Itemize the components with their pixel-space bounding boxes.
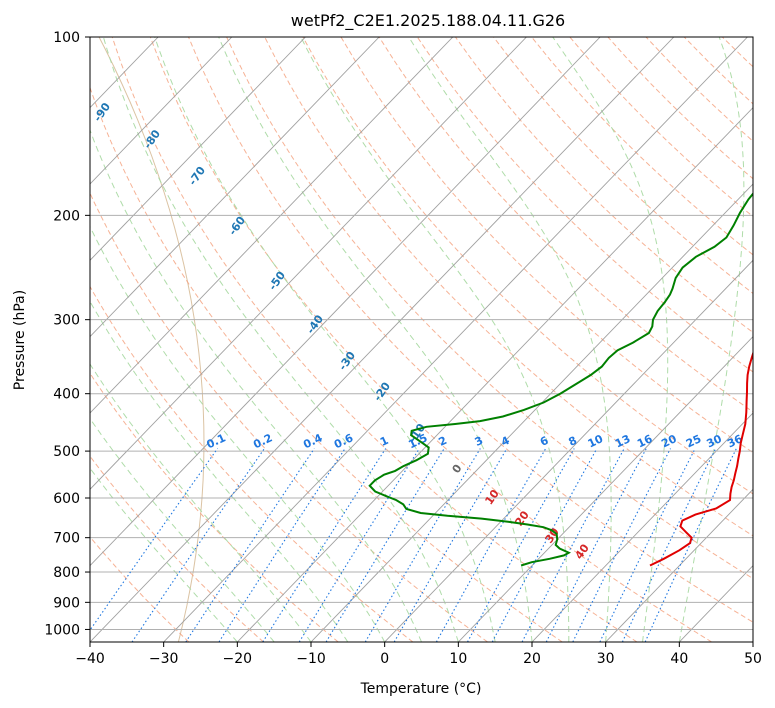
x-tick-label: 10 xyxy=(449,651,467,667)
dry-adiabat xyxy=(90,372,339,642)
isotherm xyxy=(605,488,753,642)
y-tick-label: 1000 xyxy=(44,622,80,638)
plot-frame xyxy=(89,36,754,643)
isotherm xyxy=(384,259,753,642)
dry-adiabat xyxy=(111,37,638,642)
mixing-ratio-line xyxy=(185,448,315,642)
moist-adiabat xyxy=(678,37,745,642)
moist-adiabat xyxy=(90,300,349,642)
y-tick-label: 700 xyxy=(53,531,80,547)
moist-adiabat xyxy=(300,37,570,642)
isotherm xyxy=(90,37,675,642)
x-tick-label: 40 xyxy=(670,651,688,667)
dry-adiabat xyxy=(340,37,753,454)
moist-adiabat xyxy=(90,128,422,642)
x-tick-label: 30 xyxy=(597,651,615,667)
moist-adiabat xyxy=(552,37,669,642)
y-tick-label: 900 xyxy=(53,595,80,611)
x-axis-ticks: −40 −30 −20 −10 0 10 20 30 40 50 xyxy=(75,642,762,667)
dry-adiabat xyxy=(454,37,753,334)
x-tick-label: −20 xyxy=(223,651,253,667)
moist-adiabat xyxy=(154,37,496,642)
mixing-ratio-label: 16 xyxy=(635,432,655,450)
x-tick-label: −40 xyxy=(75,651,105,667)
mixing-ratio-label: 13 xyxy=(613,432,632,450)
chart-title: wetPf2_C2E1.2025.188.04.11.G26 xyxy=(291,11,565,31)
moist-adiabat xyxy=(408,37,612,642)
mixing-ratio-label: 25 xyxy=(684,432,703,450)
mixing-ratio-line xyxy=(131,448,265,642)
dry-adiabat xyxy=(264,37,753,537)
isotherm xyxy=(90,37,233,185)
isotherm xyxy=(90,37,306,261)
isotherm xyxy=(163,37,748,642)
dry-adiabat xyxy=(90,191,488,642)
mixing-ratio-line xyxy=(545,448,647,642)
isotherm xyxy=(310,183,753,642)
moist-adiabat xyxy=(102,37,459,642)
dry-adiabat xyxy=(90,86,563,642)
mixing-ratio-line xyxy=(491,448,598,642)
mixing-ratio-line xyxy=(521,448,625,642)
dry-adiabat xyxy=(90,536,190,642)
isotherm xyxy=(90,37,601,567)
y-axis-ticks: 100 200 300 400 500 600 700 800 900 1000 xyxy=(44,30,90,638)
temperature-line xyxy=(649,350,753,567)
moist-adiabat xyxy=(90,225,386,642)
mixing-ratio-label: 30 xyxy=(704,432,724,450)
y-tick-label: 600 xyxy=(53,491,80,507)
dry-adiabat xyxy=(416,37,753,373)
moist-adiabat xyxy=(90,467,238,642)
mixing-ratio-line xyxy=(325,448,445,642)
mixing-ratio-line xyxy=(90,448,219,632)
isotherm xyxy=(237,106,753,642)
mixing-ratio-line xyxy=(218,448,346,642)
mixing-ratio-line xyxy=(644,448,737,642)
mixing-ratio-label: 10 xyxy=(586,432,606,450)
x-tick-label: −10 xyxy=(296,651,326,667)
x-tick-label: 0 xyxy=(380,651,389,667)
plot-area: -100-90-80-70-60-50-40-30-20-10010203040… xyxy=(90,37,753,642)
moist-adiabat xyxy=(218,37,533,642)
mixing-ratio-line xyxy=(393,448,508,642)
mixing-ratio-line xyxy=(572,448,671,642)
x-tick-label: 50 xyxy=(744,651,762,667)
dry-adiabat xyxy=(188,37,753,623)
mixing-ratio-line xyxy=(298,448,420,642)
y-tick-label: 400 xyxy=(53,387,80,403)
dry-adiabat xyxy=(226,37,753,580)
y-axis-label: Pressure (hPa) xyxy=(12,290,28,390)
isotherm xyxy=(531,412,753,642)
x-tick-label: −30 xyxy=(149,651,179,667)
moist-adiabat xyxy=(90,417,275,642)
isotherm xyxy=(90,37,454,414)
y-tick-label: 200 xyxy=(53,208,80,224)
isotherm xyxy=(90,37,380,338)
x-tick-label: 20 xyxy=(523,651,541,667)
y-tick-label: 800 xyxy=(53,565,80,581)
isotherm xyxy=(90,37,527,490)
isotherm xyxy=(458,335,753,642)
mixing-ratio-label: 20 xyxy=(659,432,679,450)
y-tick-label: 100 xyxy=(53,30,80,46)
x-axis-label: Temperature (°C) xyxy=(360,681,482,697)
mixing-ratio-line xyxy=(262,448,387,642)
dewpoint-line xyxy=(368,192,753,567)
y-tick-label: 500 xyxy=(53,444,80,460)
y-tick-label: 300 xyxy=(53,313,80,329)
